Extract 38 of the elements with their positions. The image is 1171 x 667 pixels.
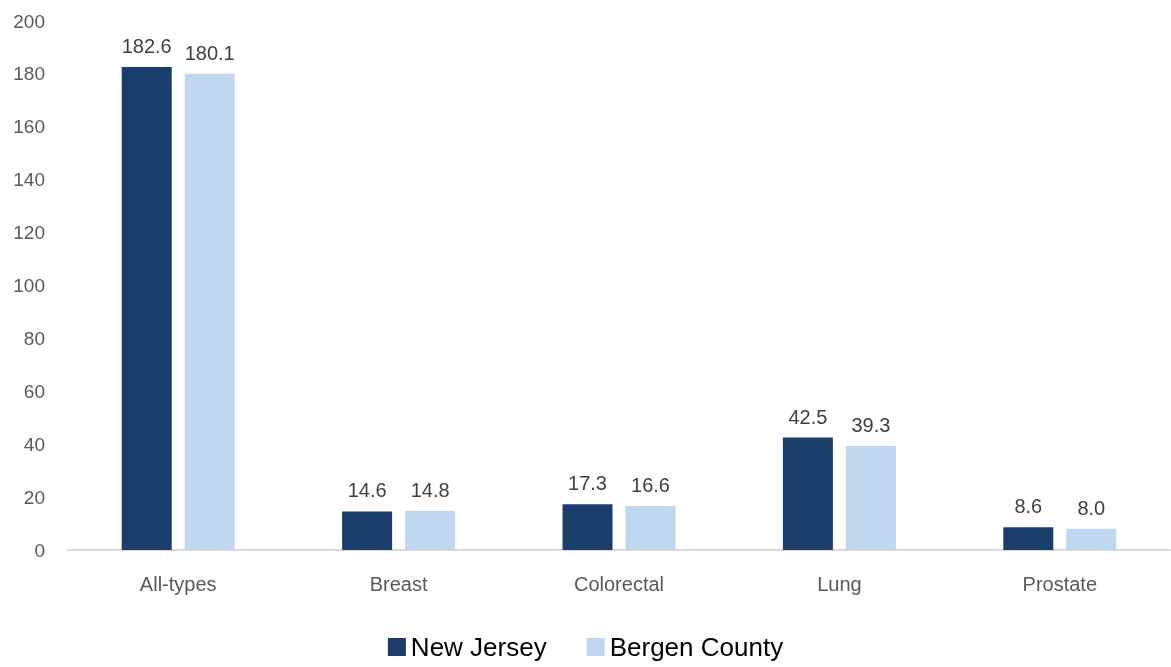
bar xyxy=(405,510,456,550)
x-tick-label: Colorectal xyxy=(573,573,665,595)
y-tick-label: 140 xyxy=(13,169,45,191)
bar xyxy=(1003,527,1054,550)
bar xyxy=(121,67,172,550)
bar xyxy=(782,437,833,550)
bar xyxy=(342,511,393,550)
data-label: 182.6 xyxy=(121,35,172,58)
x-tick-label: Prostate xyxy=(1022,573,1098,595)
x-tick-label: All-types xyxy=(139,573,217,595)
x-tick-label: Breast xyxy=(369,573,428,595)
legend-label: New Jersey xyxy=(410,632,547,662)
bar xyxy=(845,446,896,550)
data-label: 16.6 xyxy=(631,474,670,497)
y-tick-label: 20 xyxy=(23,486,45,508)
legend-label: Bergen County xyxy=(609,632,784,662)
bar xyxy=(625,506,676,550)
y-tick-label: 60 xyxy=(23,380,45,402)
bar xyxy=(184,73,235,550)
x-tick-label: Lung xyxy=(817,573,862,595)
y-tick-label: 40 xyxy=(23,433,45,455)
bar xyxy=(1066,528,1117,550)
y-tick-label: 160 xyxy=(13,116,45,138)
data-label: 17.3 xyxy=(568,472,607,495)
y-tick-label: 0 xyxy=(34,539,45,561)
data-label: 8.0 xyxy=(1077,496,1106,519)
bar xyxy=(562,504,613,550)
y-tick-label: 120 xyxy=(13,222,45,244)
data-label: 14.6 xyxy=(347,479,387,502)
data-label: 8.6 xyxy=(1014,495,1043,518)
data-label: 180.1 xyxy=(184,41,235,64)
data-label: 39.3 xyxy=(851,414,891,437)
data-label: 42.5 xyxy=(788,405,828,428)
y-tick-label: 180 xyxy=(13,63,45,85)
data-label: 14.8 xyxy=(410,478,450,501)
y-tick-label: 80 xyxy=(23,327,45,349)
y-tick-label: 100 xyxy=(13,275,45,296)
y-tick-label: 200 xyxy=(13,10,45,32)
